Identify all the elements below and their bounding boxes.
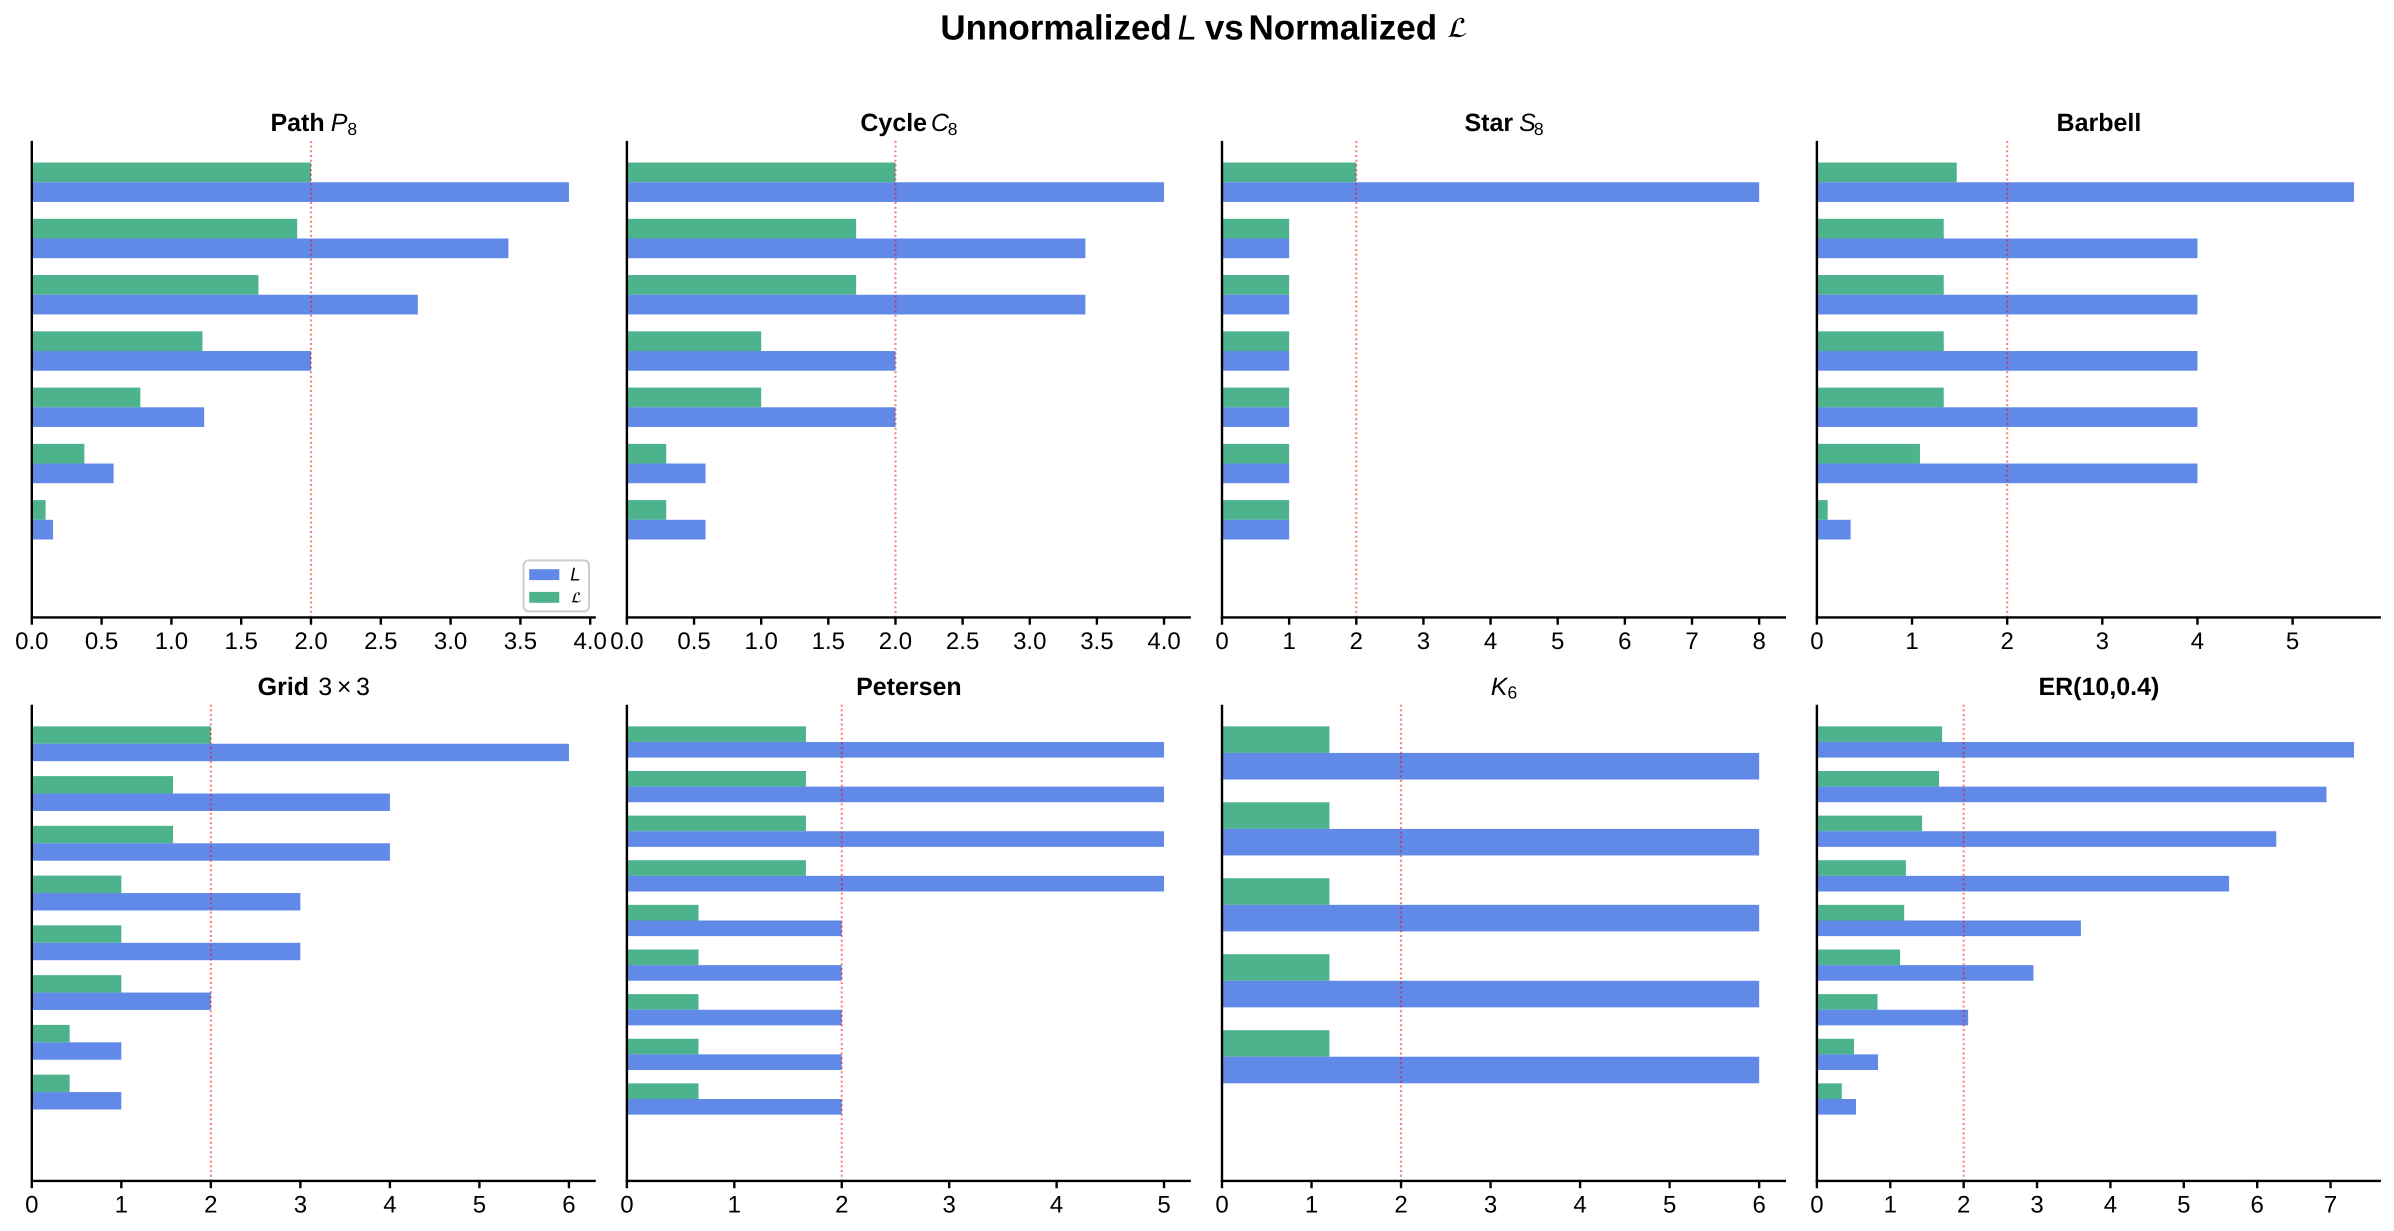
svg-text:Cycle C8: Cycle C8 bbox=[860, 109, 957, 139]
svg-text:2: 2 bbox=[1957, 1191, 1970, 1218]
svg-text:4: 4 bbox=[383, 1191, 396, 1218]
svg-text:1: 1 bbox=[1305, 1191, 1318, 1218]
svg-text:4: 4 bbox=[1484, 628, 1497, 655]
svg-text:5: 5 bbox=[2177, 1191, 2190, 1218]
svg-text:4: 4 bbox=[1573, 1191, 1586, 1218]
svg-text:0: 0 bbox=[1810, 628, 1823, 655]
svg-text:3: 3 bbox=[943, 1191, 956, 1218]
svg-text:0: 0 bbox=[1215, 1191, 1228, 1218]
svg-text:2.0: 2.0 bbox=[879, 628, 912, 655]
svg-text:ER(10,0.4): ER(10,0.4) bbox=[2038, 673, 2159, 701]
svg-text:L: L bbox=[570, 564, 580, 585]
svg-text:5: 5 bbox=[1157, 1191, 1170, 1218]
svg-text:4.0: 4.0 bbox=[1147, 628, 1180, 655]
svg-text:0.5: 0.5 bbox=[677, 628, 710, 655]
svg-text:0.0: 0.0 bbox=[15, 628, 48, 655]
svg-text:2: 2 bbox=[204, 1191, 217, 1218]
svg-text:0: 0 bbox=[25, 1191, 38, 1218]
svg-text:1: 1 bbox=[115, 1191, 128, 1218]
svg-text:5: 5 bbox=[1551, 628, 1564, 655]
svg-text:4.0: 4.0 bbox=[574, 628, 607, 655]
svg-text:4: 4 bbox=[2191, 628, 2204, 655]
svg-text:Petersen: Petersen bbox=[856, 673, 962, 701]
svg-text:2: 2 bbox=[2001, 628, 2014, 655]
svg-text:6: 6 bbox=[1618, 628, 1631, 655]
svg-text:1: 1 bbox=[728, 1191, 741, 1218]
svg-text:7: 7 bbox=[1685, 628, 1698, 655]
svg-text:1.5: 1.5 bbox=[225, 628, 258, 655]
svg-text:2: 2 bbox=[1394, 1191, 1407, 1218]
svg-text:4: 4 bbox=[2104, 1191, 2117, 1218]
svg-text:3: 3 bbox=[1417, 628, 1430, 655]
svg-text:2.5: 2.5 bbox=[364, 628, 397, 655]
svg-text:1: 1 bbox=[1282, 628, 1295, 655]
svg-text:5: 5 bbox=[473, 1191, 486, 1218]
svg-text:Grid 3×3: Grid 3 × 3 bbox=[258, 673, 370, 701]
svg-text:4: 4 bbox=[1050, 1191, 1063, 1218]
svg-text:1: 1 bbox=[1884, 1191, 1897, 1218]
svg-text:1.0: 1.0 bbox=[745, 628, 778, 655]
svg-text:3: 3 bbox=[2030, 1191, 2043, 1218]
svg-text:Barbell: Barbell bbox=[2057, 109, 2142, 137]
svg-text:0.0: 0.0 bbox=[610, 628, 643, 655]
svg-text:3: 3 bbox=[294, 1191, 307, 1218]
svg-text:3.5: 3.5 bbox=[504, 628, 537, 655]
svg-text:3: 3 bbox=[2096, 628, 2109, 655]
svg-text:5: 5 bbox=[2286, 628, 2299, 655]
svg-text:K6: K6 bbox=[1491, 673, 1517, 703]
svg-text:Unnormalized L vs Normalized: Unnormalized L vs Normalized bbox=[940, 9, 1437, 48]
svg-text:1: 1 bbox=[1905, 628, 1918, 655]
svg-text:6: 6 bbox=[562, 1191, 575, 1218]
svg-text:8: 8 bbox=[1752, 628, 1765, 655]
svg-text:Path P8: Path P8 bbox=[270, 109, 357, 139]
svg-text:2.5: 2.5 bbox=[946, 628, 979, 655]
svg-text:3.5: 3.5 bbox=[1080, 628, 1113, 655]
svg-text:0.5: 0.5 bbox=[85, 628, 118, 655]
svg-text:2: 2 bbox=[835, 1191, 848, 1218]
svg-text:0: 0 bbox=[1810, 1191, 1823, 1218]
svg-text:6: 6 bbox=[2251, 1191, 2264, 1218]
svg-text:7: 7 bbox=[2324, 1191, 2337, 1218]
svg-text:1.5: 1.5 bbox=[812, 628, 845, 655]
svg-text:3: 3 bbox=[1484, 1191, 1497, 1218]
svg-text:2.0: 2.0 bbox=[294, 628, 327, 655]
svg-text:0: 0 bbox=[620, 1191, 633, 1218]
svg-text:3.0: 3.0 bbox=[434, 628, 467, 655]
svg-text:0: 0 bbox=[1215, 628, 1228, 655]
svg-text:Star S8: Star S8 bbox=[1464, 109, 1543, 139]
svg-text:3.0: 3.0 bbox=[1013, 628, 1046, 655]
svg-text:1.0: 1.0 bbox=[155, 628, 188, 655]
svg-text:5: 5 bbox=[1663, 1191, 1676, 1218]
svg-text:2: 2 bbox=[1350, 628, 1363, 655]
svg-text:6: 6 bbox=[1752, 1191, 1765, 1218]
